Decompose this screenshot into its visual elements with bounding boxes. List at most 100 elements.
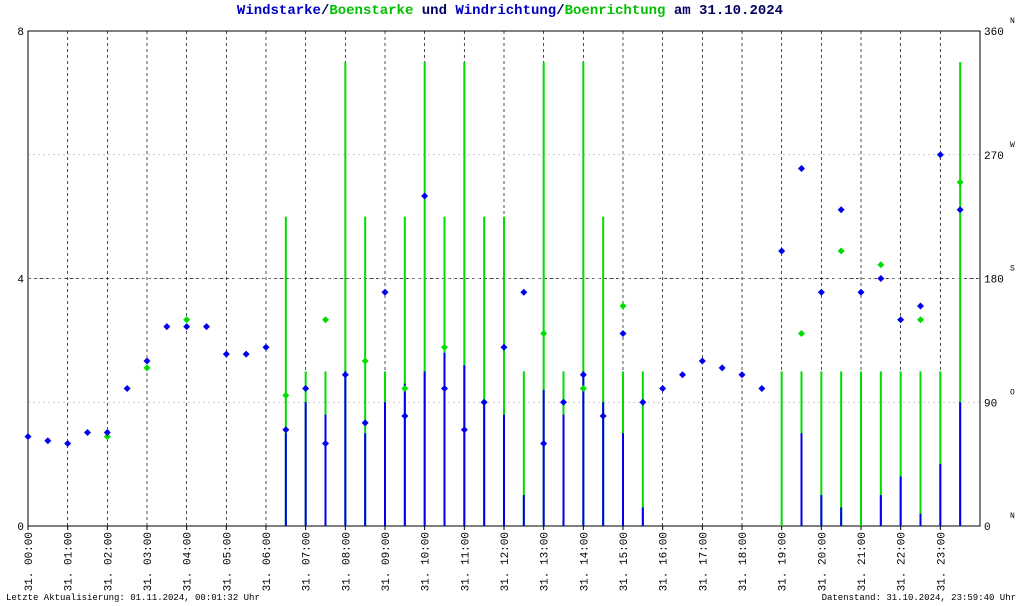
direction-marker — [381, 288, 389, 296]
y2-direction-label: S — [1010, 265, 1015, 274]
direction-marker — [64, 440, 72, 447]
title-part: Windstarke — [237, 3, 321, 19]
direction-marker — [956, 178, 964, 186]
y2-direction-label: N — [1010, 17, 1015, 26]
footer-right: Datenstand: 31.10.2024, 23:59:40 Uhr — [822, 593, 1016, 603]
direction-marker — [500, 343, 508, 351]
direction-marker — [718, 364, 726, 372]
x-tick-label: 31. 17:00 — [698, 532, 710, 591]
direction-marker — [282, 391, 290, 399]
direction-marker — [817, 288, 825, 296]
direction-marker — [579, 371, 587, 379]
x-tick-label: 31. 22:00 — [897, 532, 909, 591]
footer-left: Letzte Aktualisierung: 01.11.2024, 00:01… — [6, 593, 260, 603]
direction-marker — [341, 371, 349, 379]
direction-marker — [877, 261, 885, 269]
direction-marker — [639, 398, 647, 406]
direction-marker — [540, 440, 548, 447]
direction-marker — [183, 323, 191, 331]
direction-marker — [738, 371, 746, 379]
direction-marker — [619, 330, 627, 337]
title-part: Boenstarke — [329, 3, 413, 19]
x-tick-label: 31. 19:00 — [778, 532, 790, 591]
direction-marker — [480, 398, 488, 406]
x-tick-label: 31. 09:00 — [381, 532, 393, 591]
direction-marker — [619, 302, 627, 310]
direction-marker — [798, 165, 805, 172]
x-tick-label: 31. 12:00 — [500, 532, 512, 591]
direction-marker — [103, 433, 111, 441]
direction-marker — [441, 385, 448, 392]
direction-marker — [798, 330, 805, 337]
y2-direction-label: O — [1010, 388, 1015, 397]
direction-marker — [857, 288, 865, 296]
direction-marker — [441, 343, 448, 351]
x-tick-label: 31. 10:00 — [421, 532, 433, 591]
x-tick-label: 31. 14:00 — [579, 532, 591, 591]
direction-marker — [262, 343, 270, 351]
direction-marker — [560, 398, 567, 406]
direction-marker — [936, 151, 944, 159]
x-tick-label: 31. 18:00 — [738, 532, 750, 591]
direction-marker — [837, 247, 845, 255]
direction-marker — [242, 350, 250, 358]
x-tick-label: 31. 04:00 — [183, 532, 195, 591]
title-part: Boenrichtung — [565, 3, 666, 19]
x-tick-label: 31. 01:00 — [64, 532, 76, 591]
x-tick-label: 31. 15:00 — [619, 532, 631, 591]
direction-marker — [877, 275, 885, 282]
direction-marker — [84, 429, 91, 436]
x-tick-label: 31. 23:00 — [936, 532, 948, 591]
y2-tick-label: 270 — [984, 151, 1004, 163]
direction-marker — [322, 440, 329, 447]
direction-marker — [361, 419, 369, 427]
direction-marker — [401, 412, 409, 420]
y-tick-label: 4 — [17, 275, 24, 287]
x-tick-label: 31. 06:00 — [262, 532, 274, 591]
direction-marker — [897, 316, 905, 324]
direction-marker — [579, 385, 587, 392]
title-part: Windrichtung — [455, 3, 556, 19]
title-part: am 31.10.2024 — [665, 3, 783, 19]
direction-marker — [322, 316, 329, 324]
direction-marker — [302, 385, 310, 392]
y2-tick-label: 360 — [984, 27, 1004, 39]
direction-marker — [679, 371, 686, 379]
direction-marker — [183, 316, 191, 324]
x-tick-label: 31. 07:00 — [302, 532, 314, 591]
plot-area: 31. 00:00 31. 01:00 31. 02:00 31. 03:00 31. … — [17, 17, 1015, 591]
y2-tick-label: 0 — [984, 522, 991, 534]
direction-marker — [203, 323, 210, 331]
direction-marker — [460, 426, 468, 434]
direction-marker — [143, 357, 151, 365]
direction-marker — [659, 385, 667, 392]
x-tick-label: 31. 13:00 — [540, 532, 552, 591]
direction-marker — [222, 350, 230, 358]
direction-marker — [778, 247, 786, 255]
x-tick-label: 31. 20:00 — [817, 532, 829, 591]
direction-marker — [143, 364, 151, 372]
direction-marker — [282, 426, 290, 434]
direction-marker — [837, 206, 845, 214]
direction-marker — [361, 357, 369, 365]
direction-marker — [421, 192, 429, 200]
direction-marker — [698, 357, 706, 365]
x-tick-label: 31. 11:00 — [460, 532, 472, 591]
y-tick-label: 0 — [17, 522, 24, 534]
direction-marker — [917, 316, 924, 324]
x-tick-label: 31. 00:00 — [24, 532, 36, 591]
direction-marker — [917, 302, 924, 310]
direction-marker — [24, 433, 32, 441]
y2-direction-label: W — [1010, 141, 1015, 150]
direction-marker — [956, 206, 964, 214]
title-part: / — [556, 3, 564, 19]
x-tick-label: 31. 02:00 — [103, 532, 115, 591]
direction-marker — [123, 385, 131, 392]
direction-marker — [599, 412, 607, 420]
title-part: / — [321, 3, 329, 19]
direction-marker — [44, 437, 52, 445]
x-tick-label: 31. 21:00 — [857, 532, 869, 591]
